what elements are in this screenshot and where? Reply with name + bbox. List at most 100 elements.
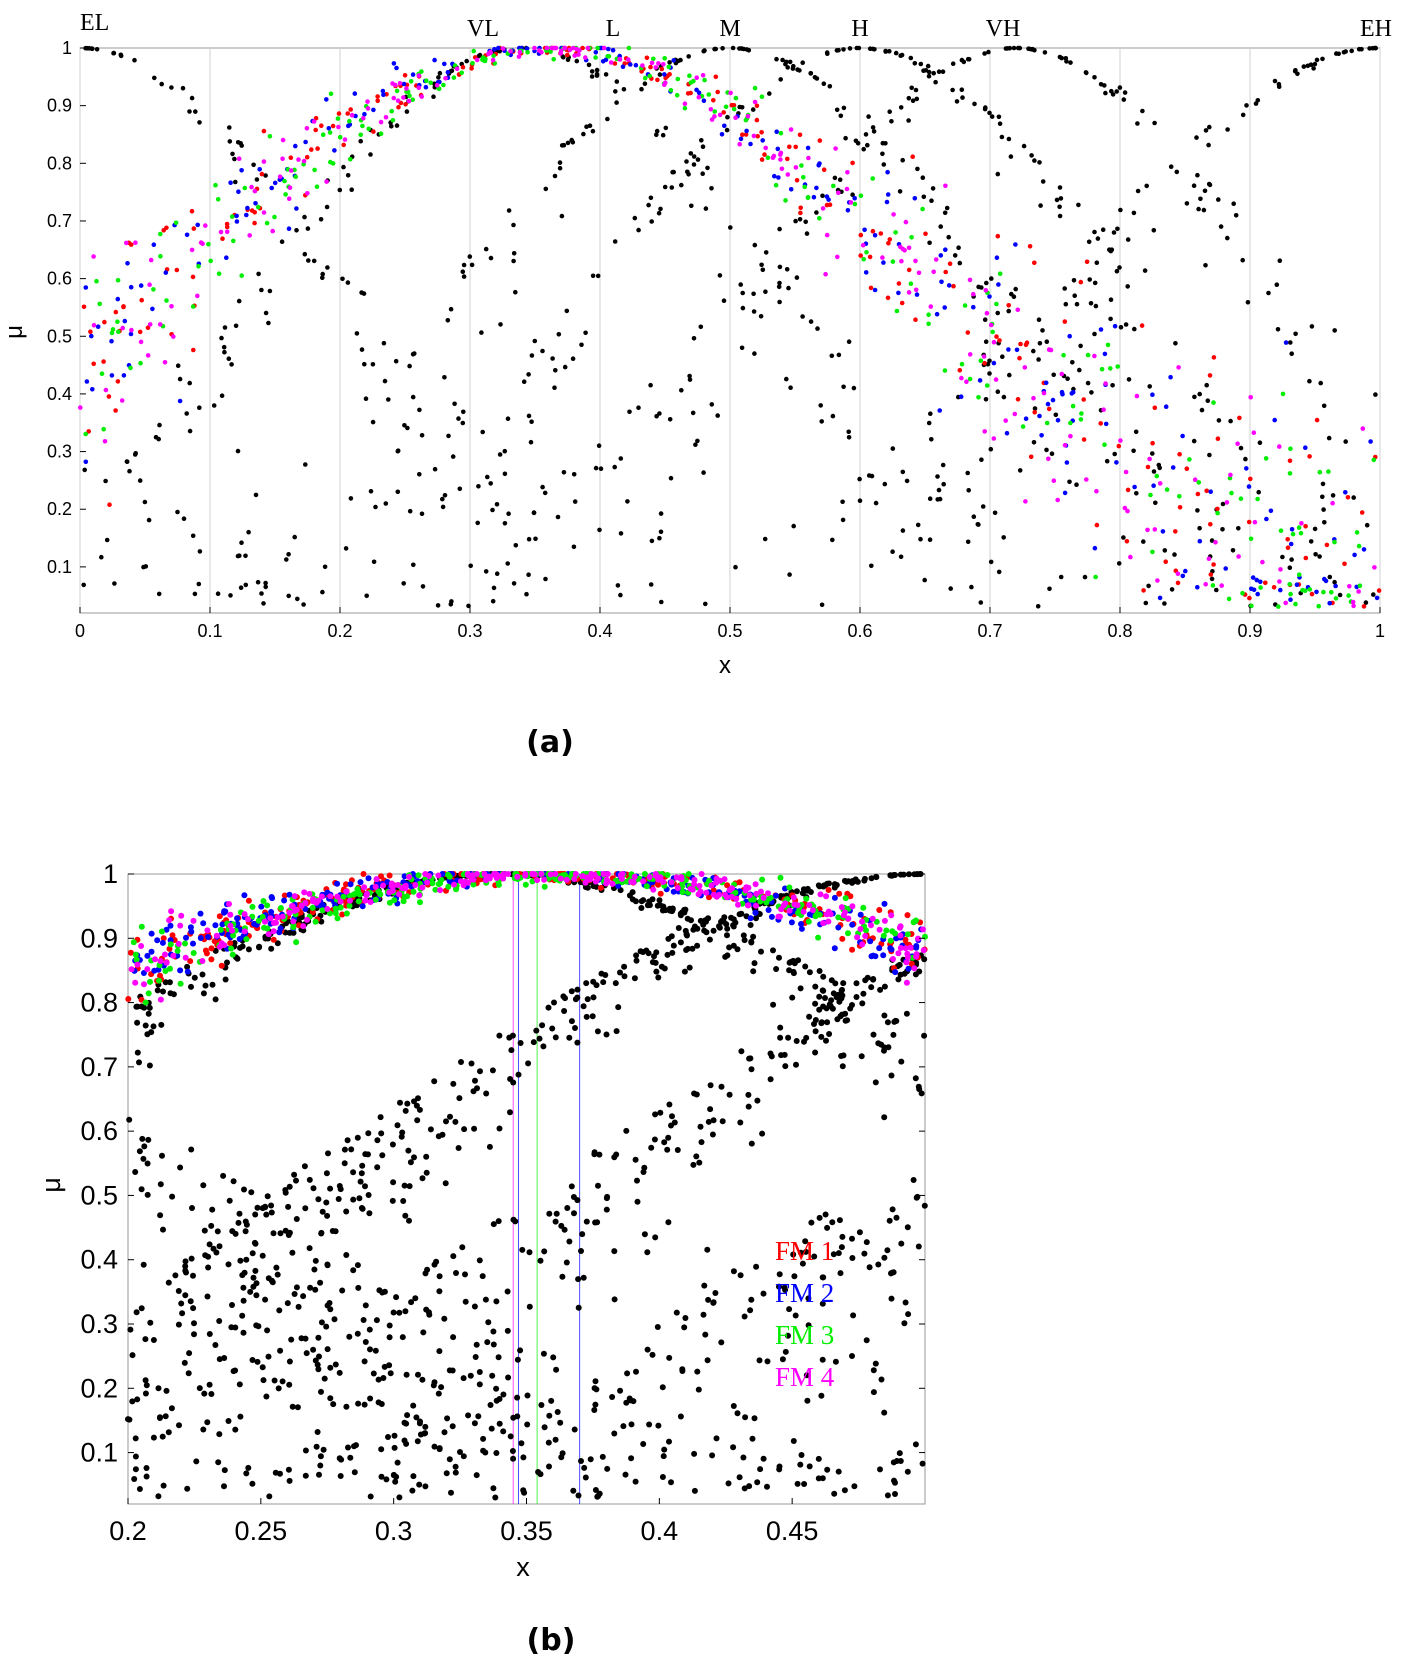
- data-point: [141, 981, 147, 988]
- data-point: [941, 481, 946, 487]
- data-point: [143, 564, 149, 569]
- data-point: [700, 921, 707, 928]
- data-point: [1015, 307, 1021, 313]
- data-point: [1208, 522, 1213, 527]
- data-point: [401, 894, 408, 901]
- data-point: [344, 1137, 351, 1144]
- data-point: [436, 1288, 443, 1295]
- data-point: [870, 1031, 877, 1038]
- data-point: [594, 73, 600, 78]
- data-point: [572, 996, 579, 1003]
- data-point: [566, 1238, 573, 1245]
- data-point: [486, 1143, 493, 1150]
- data-point: [748, 1066, 755, 1073]
- data-point: [168, 908, 175, 915]
- data-point: [363, 396, 369, 402]
- data-point: [197, 935, 204, 941]
- data-point: [691, 336, 697, 341]
- data-point: [713, 1435, 720, 1442]
- data-point: [1061, 352, 1066, 358]
- data-point: [840, 517, 846, 523]
- data-point: [571, 472, 577, 477]
- data-point: [834, 1016, 841, 1023]
- data-point: [229, 927, 235, 934]
- data-point: [652, 1234, 659, 1241]
- data-point: [966, 488, 971, 493]
- data-point: [948, 586, 953, 591]
- data-point: [1346, 593, 1351, 598]
- data-point: [957, 368, 963, 373]
- data-point: [679, 889, 686, 896]
- data-point: [401, 581, 407, 586]
- data-point: [529, 878, 536, 885]
- data-point: [712, 114, 717, 119]
- data-point: [610, 47, 616, 53]
- data-point: [227, 139, 233, 144]
- data-point: [120, 325, 125, 331]
- data-point: [89, 333, 94, 339]
- data-point: [1068, 60, 1073, 65]
- data-point: [819, 419, 824, 424]
- data-point: [378, 1130, 385, 1137]
- data-point: [710, 927, 717, 934]
- data-point: [315, 1334, 322, 1341]
- data-point: [870, 176, 875, 181]
- data-point: [926, 73, 932, 79]
- data-point: [420, 584, 426, 589]
- data-point: [842, 1017, 849, 1024]
- data-point: [677, 912, 684, 919]
- data-point: [564, 1205, 571, 1211]
- data-point: [687, 373, 692, 379]
- data-point: [1287, 471, 1293, 476]
- data-point: [294, 228, 299, 233]
- data-point: [562, 995, 568, 1002]
- data-point: [240, 1297, 247, 1304]
- data-point: [733, 564, 738, 570]
- data-point: [510, 1455, 517, 1462]
- data-point: [706, 92, 712, 97]
- data-point: [816, 163, 821, 168]
- data-point: [1057, 54, 1063, 60]
- data-point: [270, 928, 277, 935]
- data-point: [877, 1466, 883, 1473]
- data-point: [991, 360, 997, 366]
- data-point: [367, 1395, 374, 1402]
- data-point: [725, 114, 730, 120]
- data-point: [508, 1047, 515, 1054]
- data-point: [155, 1385, 162, 1392]
- data-point: [144, 1160, 151, 1167]
- data-point: [1126, 377, 1132, 382]
- data-point: [138, 943, 145, 949]
- data-point: [786, 1306, 793, 1313]
- data-point: [933, 257, 939, 262]
- data-point: [752, 85, 758, 91]
- data-point: [693, 1091, 700, 1098]
- data-point: [267, 915, 274, 922]
- data-point: [763, 899, 770, 906]
- data-point: [361, 1401, 368, 1408]
- data-point: [698, 324, 704, 330]
- data-point: [453, 1270, 459, 1276]
- data-point: [704, 1246, 711, 1253]
- data-point: [927, 537, 933, 542]
- data-point: [277, 174, 283, 179]
- data-point: [190, 950, 197, 956]
- data-point: [681, 968, 688, 975]
- data-point: [254, 1204, 261, 1211]
- data-point: [657, 890, 664, 897]
- data-point: [355, 898, 362, 905]
- data-point: [157, 1181, 164, 1188]
- data-point: [1092, 545, 1098, 551]
- data-point: [997, 338, 1002, 343]
- data-point: [914, 1193, 921, 1200]
- data-point: [794, 1480, 801, 1487]
- data-point: [642, 81, 648, 86]
- data-point: [514, 1413, 521, 1420]
- data-point: [615, 1004, 622, 1011]
- data-point: [890, 956, 896, 962]
- data-point: [127, 1326, 134, 1333]
- data-point: [205, 1253, 212, 1260]
- data-point: [264, 1327, 271, 1334]
- data-point: [686, 964, 693, 971]
- data-point: [794, 275, 800, 280]
